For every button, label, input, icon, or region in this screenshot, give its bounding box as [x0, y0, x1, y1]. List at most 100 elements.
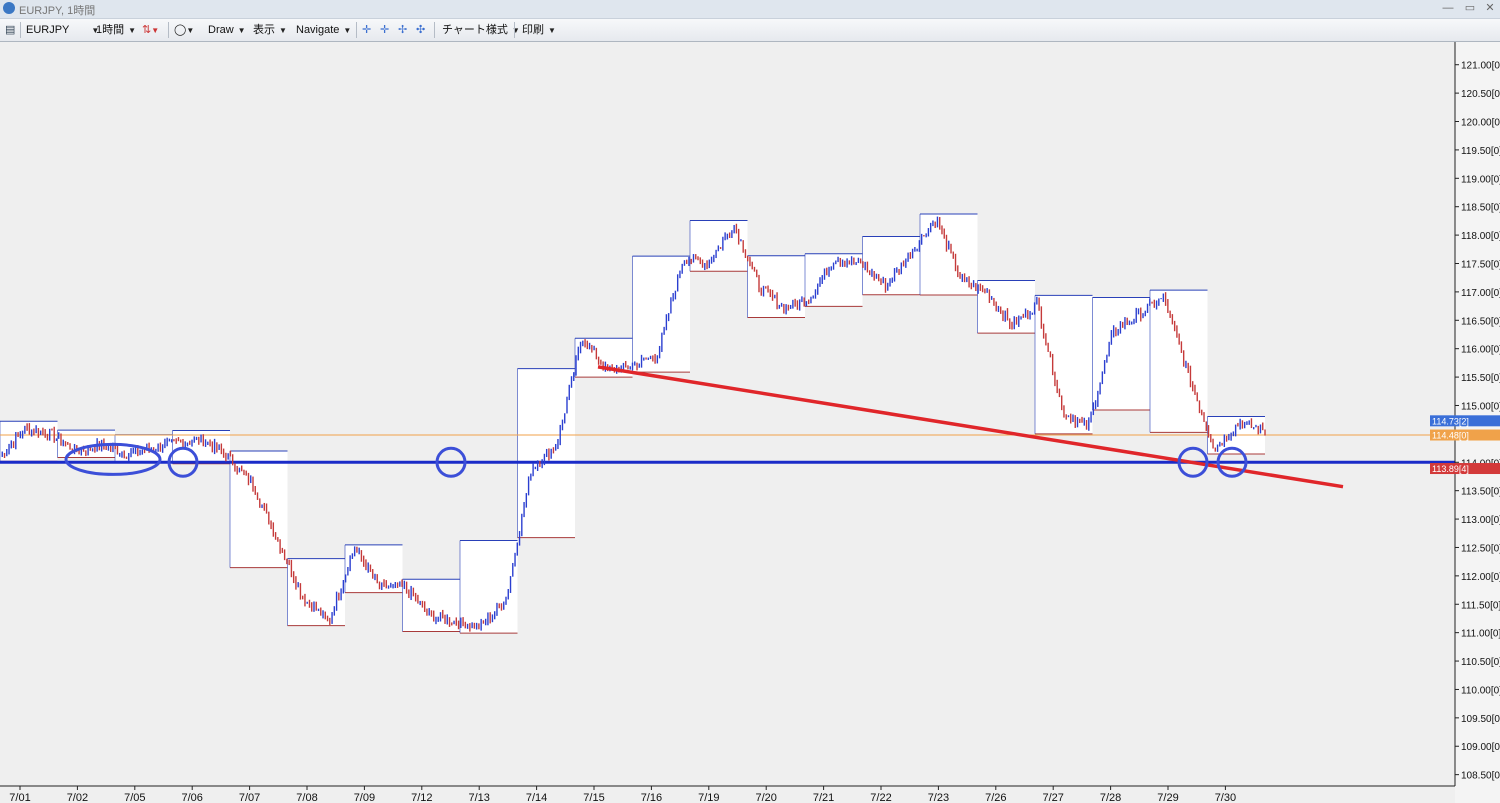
price-chart[interactable]: 121.00[0] 120.50[0] 120.00[0] 119.50[0] 119.…: [0, 42, 1500, 803]
price-tick-label: 115.50[0]: [1461, 373, 1500, 384]
plot-area: [0, 42, 1455, 786]
circle-tool-icon[interactable]: ◯▼: [174, 24, 195, 36]
candles: [1, 216, 1266, 632]
toolbar-separator: [434, 22, 435, 38]
range-box: [230, 451, 288, 568]
chevron-down-icon: ▼: [128, 26, 137, 35]
navigate-label: Navigate: [296, 24, 340, 36]
time-tick-label: 7/27: [1042, 792, 1063, 803]
close-button[interactable]: ✕: [1485, 2, 1495, 14]
time-tick-label: 7/29: [1157, 792, 1178, 803]
print-label: 印刷: [522, 24, 544, 36]
price-tick-label: 109.00[0]: [1461, 742, 1500, 753]
timeframe-selector[interactable]: 1時間 ▼: [96, 22, 136, 38]
price-tick-label: 110.00[0]: [1461, 685, 1500, 696]
toolbar-separator: [356, 22, 357, 38]
time-tick-label: 7/08: [296, 792, 317, 803]
annotation-circles: [64, 442, 1248, 478]
list-icon[interactable]: ▤: [5, 24, 16, 36]
range-box: [287, 558, 345, 626]
range-boxes: [0, 42, 1455, 786]
price-label-text: 114.73[2]: [1432, 416, 1469, 426]
price-tick-label: 112.00[0]: [1461, 572, 1500, 583]
range-box: [632, 256, 690, 373]
range-box: [920, 213, 978, 295]
price-tick-label: 113.50[0]: [1461, 487, 1500, 498]
price-tick-label: 118.00[0]: [1461, 231, 1500, 242]
price-tick-label: 111.50[0]: [1461, 600, 1500, 611]
toolbar-separator: [514, 22, 515, 38]
time-tick-label: 7/05: [124, 792, 145, 803]
time-tick-label: 7/14: [526, 792, 547, 803]
time-tick-label: 7/15: [583, 792, 604, 803]
time-tick-label: 7/22: [870, 792, 891, 803]
range-box: [402, 579, 460, 632]
chart-style-menu[interactable]: チャート様式 ▼: [442, 22, 520, 38]
annotation-circle: [1216, 446, 1248, 478]
price-tick-label: 119.50[0]: [1461, 146, 1500, 157]
annotation-circle: [1177, 446, 1209, 478]
window-titlebar: EURJPY, 1時間 — ▭ ✕: [0, 0, 1500, 19]
price-tick-label: 118.50[0]: [1461, 203, 1500, 214]
navigate-menu[interactable]: Navigate ▼: [296, 22, 351, 38]
annotation-ellipse: [64, 442, 162, 476]
time-tick-label: 7/30: [1215, 792, 1236, 803]
candlestick-icon[interactable]: ⇅▼: [142, 24, 160, 36]
restore-button[interactable]: ▭: [1464, 2, 1476, 14]
price-label-badge: [1430, 429, 1500, 441]
fit-icon[interactable]: ✣: [416, 24, 426, 36]
price-tick-label: 117.00[0]: [1461, 288, 1500, 299]
time-axis[interactable]: 7/01 7/02 7/05 7/06 7/07 7/08 7/09 7/12 7/13 7/14…: [0, 785, 1455, 803]
price-axis[interactable]: 121.00[0] 120.50[0] 120.00[0] 119.50[0] 119.…: [1430, 42, 1500, 803]
time-tick-label: 7/26: [985, 792, 1006, 803]
time-tick-label: 7/02: [67, 792, 88, 803]
chevron-down-icon: ▼: [91, 26, 100, 35]
price-tick-label: 116.50[0]: [1461, 316, 1500, 327]
time-tick-label: 7/20: [755, 792, 776, 803]
chevron-down-icon: ▼: [548, 26, 556, 35]
chart-style-label: チャート様式: [442, 24, 508, 36]
range-box: [1150, 290, 1208, 433]
symbol-selector[interactable]: EURJPY ▼: [26, 22, 99, 38]
view-label: 表示: [253, 24, 275, 36]
price-tick-label: 121.00[0]: [1461, 61, 1500, 72]
time-tick-label: 7/28: [1100, 792, 1121, 803]
time-tick-label: 7/16: [641, 792, 662, 803]
chevron-down-icon: ▼: [511, 26, 520, 35]
symbol-label: EURJPY: [26, 24, 70, 36]
price-label-text: 114.48[0]: [1432, 431, 1469, 441]
price-label-text: 113.89[4]: [1432, 464, 1469, 474]
price-tick-label: 109.50[0]: [1461, 714, 1500, 725]
range-box: [460, 540, 518, 634]
chart-toolbar: ▤ EURJPY ▼ 1時間 ▼ ⇅▼ ◯▼ Draw ▼ 表示 ▼ Navigate ▼…: [0, 19, 1500, 42]
draw-label: Draw: [208, 24, 234, 36]
view-menu[interactable]: 表示 ▼: [253, 22, 287, 38]
zoom-out-icon[interactable]: ✢: [398, 24, 408, 36]
price-tick-label: 115.00[0]: [1461, 401, 1500, 412]
price-tick-label: 113.00[0]: [1461, 515, 1500, 526]
chevron-down-icon: ▼: [279, 26, 287, 35]
annotation-circle: [167, 446, 199, 478]
time-tick-label: 7/09: [354, 792, 375, 803]
crosshair-icon[interactable]: ✛: [362, 24, 372, 36]
time-tick-label: 7/13: [468, 792, 489, 803]
window-title: EURJPY, 1時間: [19, 5, 96, 17]
print-menu[interactable]: 印刷 ▼: [522, 22, 556, 38]
time-tick-label: 7/19: [698, 792, 719, 803]
range-box: [747, 255, 805, 318]
price-tick-label: 120.00[0]: [1461, 118, 1500, 129]
price-tick-label: 119.00[0]: [1461, 174, 1500, 185]
minimize-button[interactable]: —: [1442, 2, 1454, 14]
price-label-badge: [1430, 415, 1500, 427]
time-tick-label: 7/21: [813, 792, 834, 803]
draw-menu[interactable]: Draw ▼: [208, 22, 246, 38]
time-tick-label: 7/06: [181, 792, 202, 803]
price-tick-label: 108.50[0]: [1461, 771, 1500, 782]
app-icon: [3, 2, 15, 14]
range-box: [862, 236, 920, 295]
price-label-badge: [1430, 463, 1500, 475]
time-tick-label: 7/01: [9, 792, 30, 803]
chevron-down-icon: ▼: [237, 26, 246, 35]
price-tick-label: 112.50[0]: [1461, 543, 1500, 554]
zoom-in-icon[interactable]: ✛: [380, 24, 390, 36]
